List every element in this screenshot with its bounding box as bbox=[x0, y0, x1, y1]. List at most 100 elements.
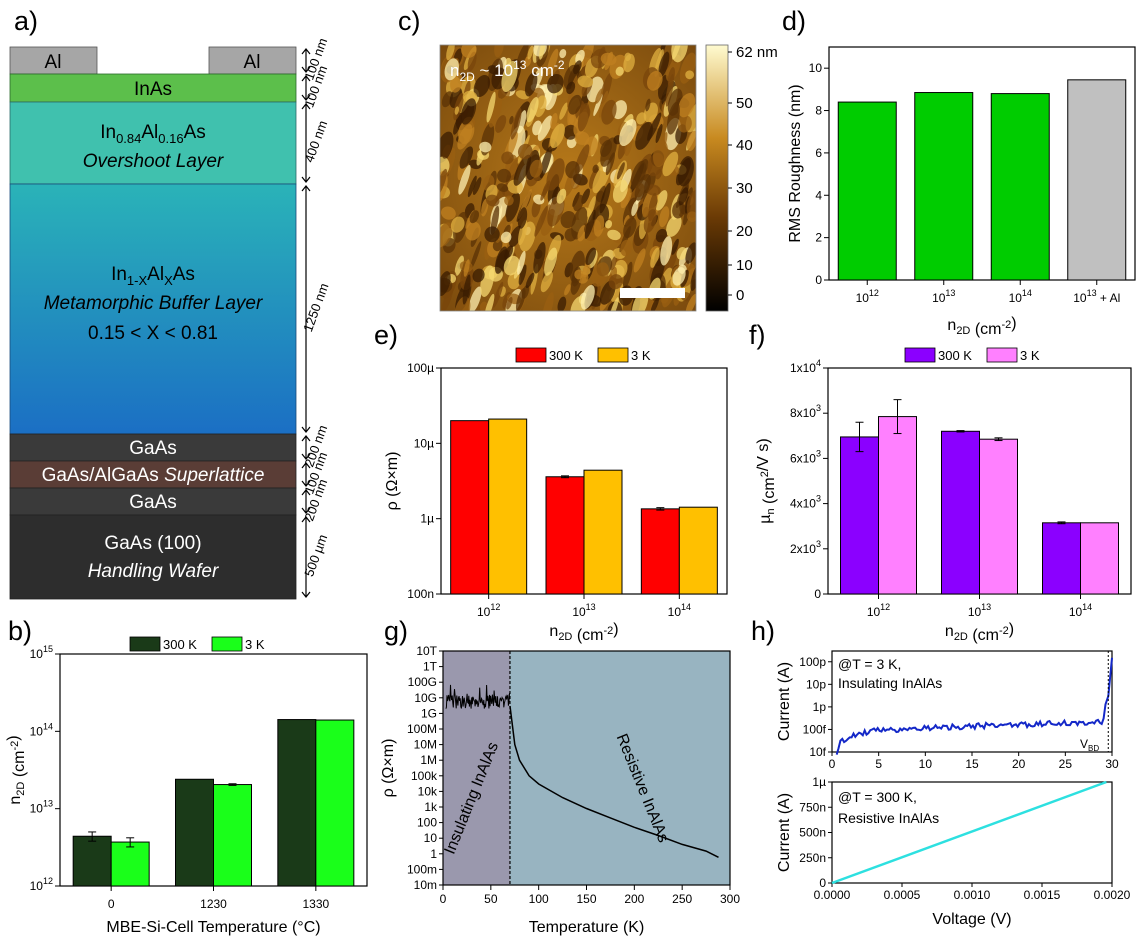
bar bbox=[315, 719, 355, 887]
afm-grain bbox=[610, 255, 617, 271]
panel-label-b: b) bbox=[8, 616, 32, 646]
afm-grain bbox=[513, 154, 532, 186]
colorbar-tick-label-5: 10 bbox=[736, 257, 753, 274]
y-tick-label: 6 bbox=[815, 146, 822, 160]
chart-h-top: 10f 100f 1p 10p 100p 0 5 10 15 20 25 30 VBD @T = 3 K,… bbox=[776, 650, 1119, 771]
al-label-right: Al bbox=[244, 52, 261, 73]
afm-grain bbox=[510, 108, 522, 140]
afm-grain bbox=[440, 222, 453, 247]
afm-grain bbox=[488, 98, 503, 128]
afm-grain bbox=[515, 288, 526, 311]
x-tick-label: 20 bbox=[1012, 757, 1026, 771]
layer-buffer-name: Metamorphic Buffer Layer bbox=[44, 293, 263, 314]
y-tick-label: 10m bbox=[414, 878, 437, 892]
y-tick-label: 100µ bbox=[407, 361, 434, 375]
afm-grain bbox=[685, 293, 696, 311]
afm-grain bbox=[658, 51, 670, 78]
afm-grain bbox=[598, 90, 609, 118]
afm-grain bbox=[529, 159, 543, 178]
y-tick-label: 100 bbox=[417, 816, 437, 830]
afm-grain bbox=[619, 119, 637, 147]
afm-grain bbox=[686, 189, 696, 218]
afm-grain bbox=[613, 259, 628, 279]
afm-grain bbox=[574, 269, 584, 280]
afm-grain bbox=[540, 271, 553, 293]
afm-grain bbox=[645, 98, 651, 112]
bar bbox=[488, 418, 528, 595]
y-tick-label: 100m bbox=[407, 862, 437, 876]
colorbar-tick-label-0: 62 nm bbox=[736, 44, 778, 61]
y-axis-title: µn (cm2/V s) bbox=[755, 438, 778, 523]
layer-overshoot-formula: In0.84Al0.16As bbox=[100, 122, 206, 146]
x-tick-label: 1014 bbox=[1069, 602, 1092, 619]
afm-grain bbox=[655, 123, 663, 143]
afm-grain bbox=[655, 190, 668, 211]
y-tick-label: 10f bbox=[809, 745, 826, 759]
thickness-arrowhead-bottom-4 bbox=[301, 453, 311, 460]
panel-f: f) 0 2x103 4x103 6x103 8x103 1x104 1012 1013 101… bbox=[749, 320, 1132, 644]
afm-grain bbox=[440, 168, 448, 196]
y-tick-label: 10p bbox=[806, 677, 826, 691]
afm-grain bbox=[646, 70, 663, 91]
afm-grain bbox=[609, 297, 619, 311]
x-tick-label: 10 bbox=[919, 757, 933, 771]
x-tick-label: 1013 bbox=[572, 602, 595, 619]
al-label-left: Al bbox=[45, 52, 62, 73]
legend-label: 3 K bbox=[245, 637, 265, 652]
afm-grain bbox=[580, 284, 595, 310]
panel-d: d) 0 2 4 6 8 10 1012 1013 1014 1013 + Al RMS Rough… bbox=[782, 6, 1136, 338]
afm-grain bbox=[679, 52, 696, 84]
afm-grain bbox=[678, 93, 696, 118]
layer-gaas-1-label: GaAs bbox=[129, 438, 177, 459]
legend-label: 3 K bbox=[1020, 348, 1040, 363]
x-tick-label: 1012 bbox=[867, 602, 890, 619]
afm-grain bbox=[676, 247, 688, 260]
bar bbox=[277, 719, 317, 887]
afm-grain bbox=[550, 112, 558, 130]
thickness-arrowhead-top-0 bbox=[301, 48, 311, 55]
x-tick-label: 1013 bbox=[968, 602, 991, 619]
panel-label-d: d) bbox=[782, 6, 806, 36]
chart-b: 1012 1013 1014 1015 0 1230 1330 n2D (cm-2) MBE-S… bbox=[5, 636, 368, 936]
colorbar-tick-label-2: 40 bbox=[736, 137, 753, 154]
afm-grain bbox=[579, 45, 594, 68]
afm-grain bbox=[525, 72, 538, 97]
y-tick-label: 1G bbox=[421, 706, 437, 720]
x-axis-title: n2D (cm-2) bbox=[947, 315, 1016, 338]
layer-wafer-label: GaAs (100) bbox=[104, 533, 201, 554]
afm-grain bbox=[660, 236, 673, 266]
x-tick-label: 1230 bbox=[200, 897, 227, 911]
iv-trace-3k bbox=[835, 657, 1113, 755]
thickness-arrowhead-top-5 bbox=[301, 462, 311, 469]
afm-grain bbox=[672, 201, 686, 219]
afm-grain bbox=[517, 143, 533, 160]
x-tick-label: 5 bbox=[875, 757, 882, 771]
afm-grain bbox=[595, 88, 604, 104]
afm-grain bbox=[568, 94, 582, 115]
layer-overshoot-name: Overshoot Layer bbox=[83, 151, 224, 172]
panel-c: c) n2D ~ 1013 cm-2 62 nm 50 40 30 20 10 0 bbox=[398, 6, 778, 312]
thickness-arrowhead-top-4 bbox=[301, 435, 311, 442]
afm-grain bbox=[539, 146, 552, 179]
y-tick-label: 8 bbox=[815, 104, 822, 118]
iv-trace-300k bbox=[831, 780, 1107, 885]
afm-grain bbox=[584, 209, 596, 239]
afm-grain bbox=[547, 48, 559, 75]
afm-grain bbox=[667, 67, 675, 87]
afm-grain bbox=[600, 52, 617, 66]
legend-label: 300 K bbox=[163, 637, 197, 652]
layer-gaas-2-label: GaAs bbox=[129, 492, 177, 513]
y-tick-label: 10 bbox=[809, 61, 823, 75]
afm-grain bbox=[655, 228, 668, 243]
y-tick-label: 10T bbox=[416, 644, 437, 658]
bar bbox=[545, 476, 585, 595]
afm-grain bbox=[492, 239, 503, 252]
afm-grain bbox=[574, 131, 590, 145]
afm-grain bbox=[454, 106, 460, 115]
y-tick-label: 0 bbox=[819, 876, 826, 890]
afm-grain bbox=[484, 226, 500, 243]
afm-grain bbox=[458, 164, 471, 195]
panel-h: h) 10f 100f 1p 10p 100p 0 5 10 15 20 25 30 VBD @T = 3… bbox=[751, 616, 1131, 928]
